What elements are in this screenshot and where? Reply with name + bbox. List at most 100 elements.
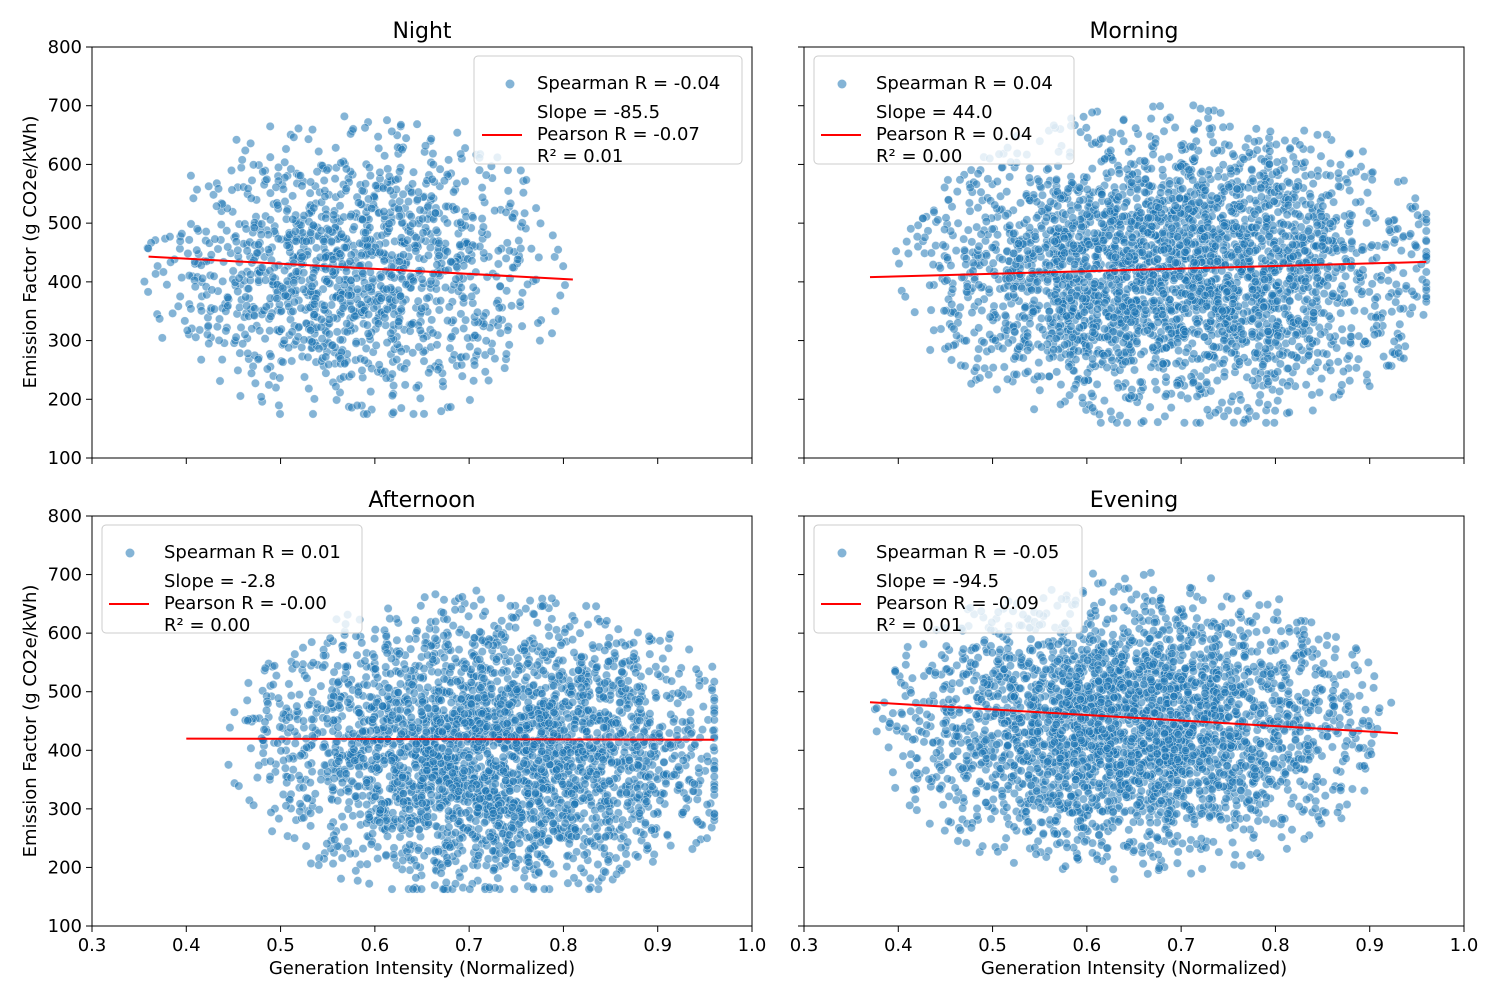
scatter-point — [1201, 377, 1211, 387]
scatter-point — [1016, 198, 1026, 208]
scatter-point — [1239, 239, 1249, 249]
scatter-point — [1064, 272, 1074, 282]
scatter-point — [1410, 202, 1420, 212]
scatter-point — [341, 164, 351, 174]
scatter-point — [1180, 327, 1190, 337]
scatter-point — [1384, 225, 1394, 235]
scatter-point — [1313, 348, 1323, 358]
scatter-point — [459, 293, 469, 303]
scatter-point — [973, 297, 983, 307]
scatter-point — [1175, 240, 1185, 250]
scatter-point — [265, 152, 275, 162]
scatter-point — [1109, 312, 1119, 322]
scatter-point — [1234, 357, 1244, 367]
scatter-point — [401, 280, 411, 290]
scatter-point — [1117, 302, 1127, 312]
scatter-point — [1077, 393, 1087, 403]
scatter-point — [891, 246, 901, 256]
scatter-point — [1203, 106, 1213, 116]
scatter-point — [392, 355, 402, 365]
scatter-point — [183, 249, 193, 259]
scatter-point — [282, 206, 292, 216]
scatter-point — [228, 266, 238, 276]
scatter-point — [490, 354, 500, 364]
scatter-point — [348, 124, 358, 134]
scatter-point — [321, 213, 331, 223]
scatter-point — [1345, 186, 1355, 196]
scatter-point — [387, 369, 397, 379]
scatter-point — [415, 325, 425, 335]
scatter-point — [274, 400, 284, 410]
scatter-point — [1303, 226, 1313, 236]
scatter-point — [990, 200, 1000, 210]
scatter-point — [973, 169, 983, 179]
scatter-point — [1261, 344, 1271, 354]
scatter-point — [358, 269, 368, 279]
scatter-point — [407, 179, 417, 189]
scatter-point — [288, 306, 298, 316]
scatter-point — [427, 315, 437, 325]
scatter-point — [1262, 213, 1272, 223]
y-tick-label: 800 — [48, 37, 82, 58]
scatter-point — [977, 305, 987, 315]
scatter-point — [349, 222, 359, 232]
scatter-point — [1270, 267, 1280, 277]
scatter-point — [477, 193, 487, 203]
scatter-point — [1094, 409, 1104, 419]
scatter-point — [1046, 225, 1056, 235]
scatter-point — [1002, 187, 1012, 197]
scatter-point — [272, 294, 282, 304]
scatter-point — [217, 355, 227, 365]
scatter-point — [447, 332, 457, 342]
scatter-point — [1241, 292, 1251, 302]
scatter-point — [332, 395, 342, 405]
scatter-point — [1291, 165, 1301, 175]
scatter-point — [1079, 112, 1089, 122]
scatter-point — [311, 243, 321, 253]
scatter-point — [535, 336, 545, 346]
scatter-point — [1275, 349, 1285, 359]
scatter-point — [387, 270, 397, 280]
scatter-point — [1384, 292, 1394, 302]
scatter-point — [1003, 374, 1013, 384]
scatter-point — [1306, 170, 1316, 180]
scatter-point — [415, 393, 425, 403]
scatter-point — [394, 317, 404, 327]
scatter-point — [1089, 228, 1099, 238]
scatter-point — [992, 177, 1002, 187]
y-tick-label: 600 — [48, 154, 82, 175]
scatter-point — [422, 293, 432, 303]
scatter-point — [1079, 277, 1089, 287]
scatter-point — [491, 272, 501, 282]
scatter-point — [433, 365, 443, 375]
scatter-point — [928, 260, 938, 270]
scatter-point — [465, 395, 475, 405]
scatter-point — [1225, 164, 1235, 174]
scatter-point — [1088, 327, 1098, 337]
scatter-point — [1093, 244, 1103, 254]
scatter-point — [988, 258, 998, 268]
scatter-point — [503, 165, 513, 175]
scatter-point — [472, 307, 482, 317]
scatter-point — [1160, 391, 1170, 401]
scatter-point — [985, 312, 995, 322]
scatter-point — [1247, 376, 1257, 386]
scatter-point — [1136, 208, 1146, 218]
scatter-point — [1161, 270, 1171, 280]
scatter-point — [925, 345, 935, 355]
scatter-point — [1131, 123, 1141, 133]
scatter-point — [157, 333, 167, 343]
scatter-point — [322, 165, 332, 175]
scatter-point — [265, 121, 275, 131]
scatter-point — [1093, 291, 1103, 301]
scatter-point — [213, 244, 223, 254]
scatter-point — [222, 226, 232, 236]
scatter-point — [324, 225, 334, 235]
scatter-point — [249, 311, 259, 321]
scatter-point — [1103, 197, 1113, 207]
scatter-point — [321, 252, 331, 262]
scatter-point — [1271, 167, 1281, 177]
scatter-point — [1121, 272, 1131, 282]
scatter-point — [1043, 164, 1053, 174]
scatter-point — [1305, 192, 1315, 202]
